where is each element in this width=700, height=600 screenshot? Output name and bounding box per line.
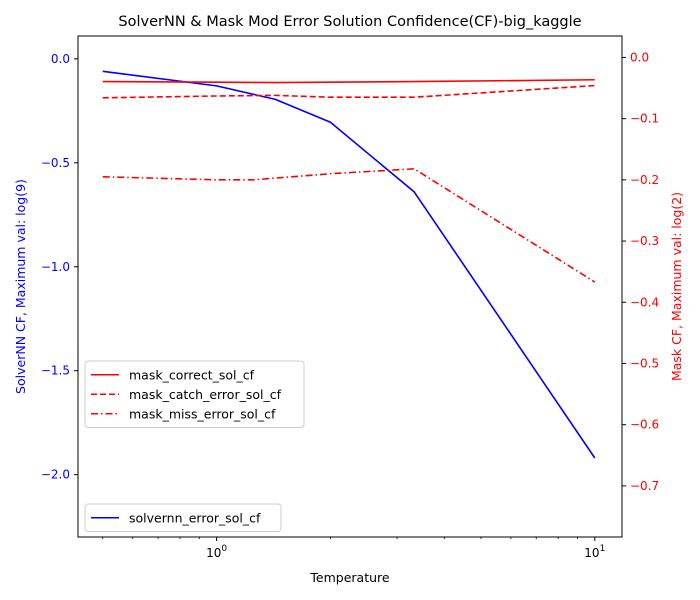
right-y-tick-label: −0.2 — [630, 173, 659, 187]
right-y-tick-label: 0.0 — [630, 50, 649, 64]
left-y-tick-label: −0.5 — [41, 156, 70, 170]
legend-label: mask_correct_sol_cf — [129, 367, 255, 382]
left-y-tick-label: 0.0 — [51, 52, 70, 66]
legend-label: mask_miss_error_sol_cf — [129, 406, 276, 421]
right-y-tick-label: −0.6 — [630, 418, 659, 432]
x-tick-label: 101 — [584, 544, 605, 560]
right-y-tick-label: −0.7 — [630, 479, 659, 493]
legend-solvernn-series: solvernn_error_sol_cf — [84, 503, 282, 532]
x-tick-label-exponent: 1 — [600, 544, 606, 554]
legend-frame — [84, 360, 305, 428]
x-tick-label-base: 10 — [206, 546, 221, 560]
series-layer — [102, 70, 596, 459]
right-y-tick-label: −0.3 — [630, 234, 659, 248]
legend-mask-series: mask_correct_sol_cf mask_catch_error_sol_… — [84, 360, 305, 428]
left-y-axis-label: SolverNN CF, Maximum val: log(9) — [13, 179, 28, 394]
right-y-axis: 0.0 −0.1 −0.2 −0.3 −0.4 −0.5 −0.6 −0.7 — [622, 50, 659, 493]
legend-label: mask_catch_error_sol_cf — [129, 387, 282, 402]
right-y-tick-label: −0.4 — [630, 295, 659, 309]
x-axis-label: Temperature — [309, 570, 389, 585]
legend-label: solvernn_error_sol_cf — [129, 510, 261, 525]
left-y-tick-label: −1.5 — [41, 364, 70, 378]
right-y-axis-label: Mask CF, Maximum val: log(2) — [669, 192, 684, 381]
series-line-solvernn_error_sol_cf — [102, 70, 596, 459]
left-y-tick-label: −2.0 — [41, 468, 70, 482]
series-line-mask_catch_error_sol_cf — [102, 84, 595, 99]
x-tick-label: 100 — [206, 544, 227, 560]
left-y-axis: 0.0 −0.5 −1.0 −1.5 −2.0 — [41, 52, 78, 482]
right-y-tick-label: −0.1 — [630, 112, 659, 126]
left-y-tick-label: −1.0 — [41, 260, 70, 274]
series-line-mask_correct_sol_cf — [102, 78, 595, 84]
series-line-mask_miss_error_sol_cf — [102, 168, 596, 283]
x-tick-label-base: 10 — [584, 546, 599, 560]
legend-frame — [84, 503, 282, 532]
chart-title: SolverNN & Mask Mod Error Solution Confi… — [118, 14, 581, 30]
right-y-tick-label: −0.5 — [630, 356, 659, 370]
x-axis: 100 101 — [102, 537, 605, 560]
x-tick-label-exponent: 0 — [221, 544, 227, 554]
plot-area-frame — [77, 35, 623, 538]
